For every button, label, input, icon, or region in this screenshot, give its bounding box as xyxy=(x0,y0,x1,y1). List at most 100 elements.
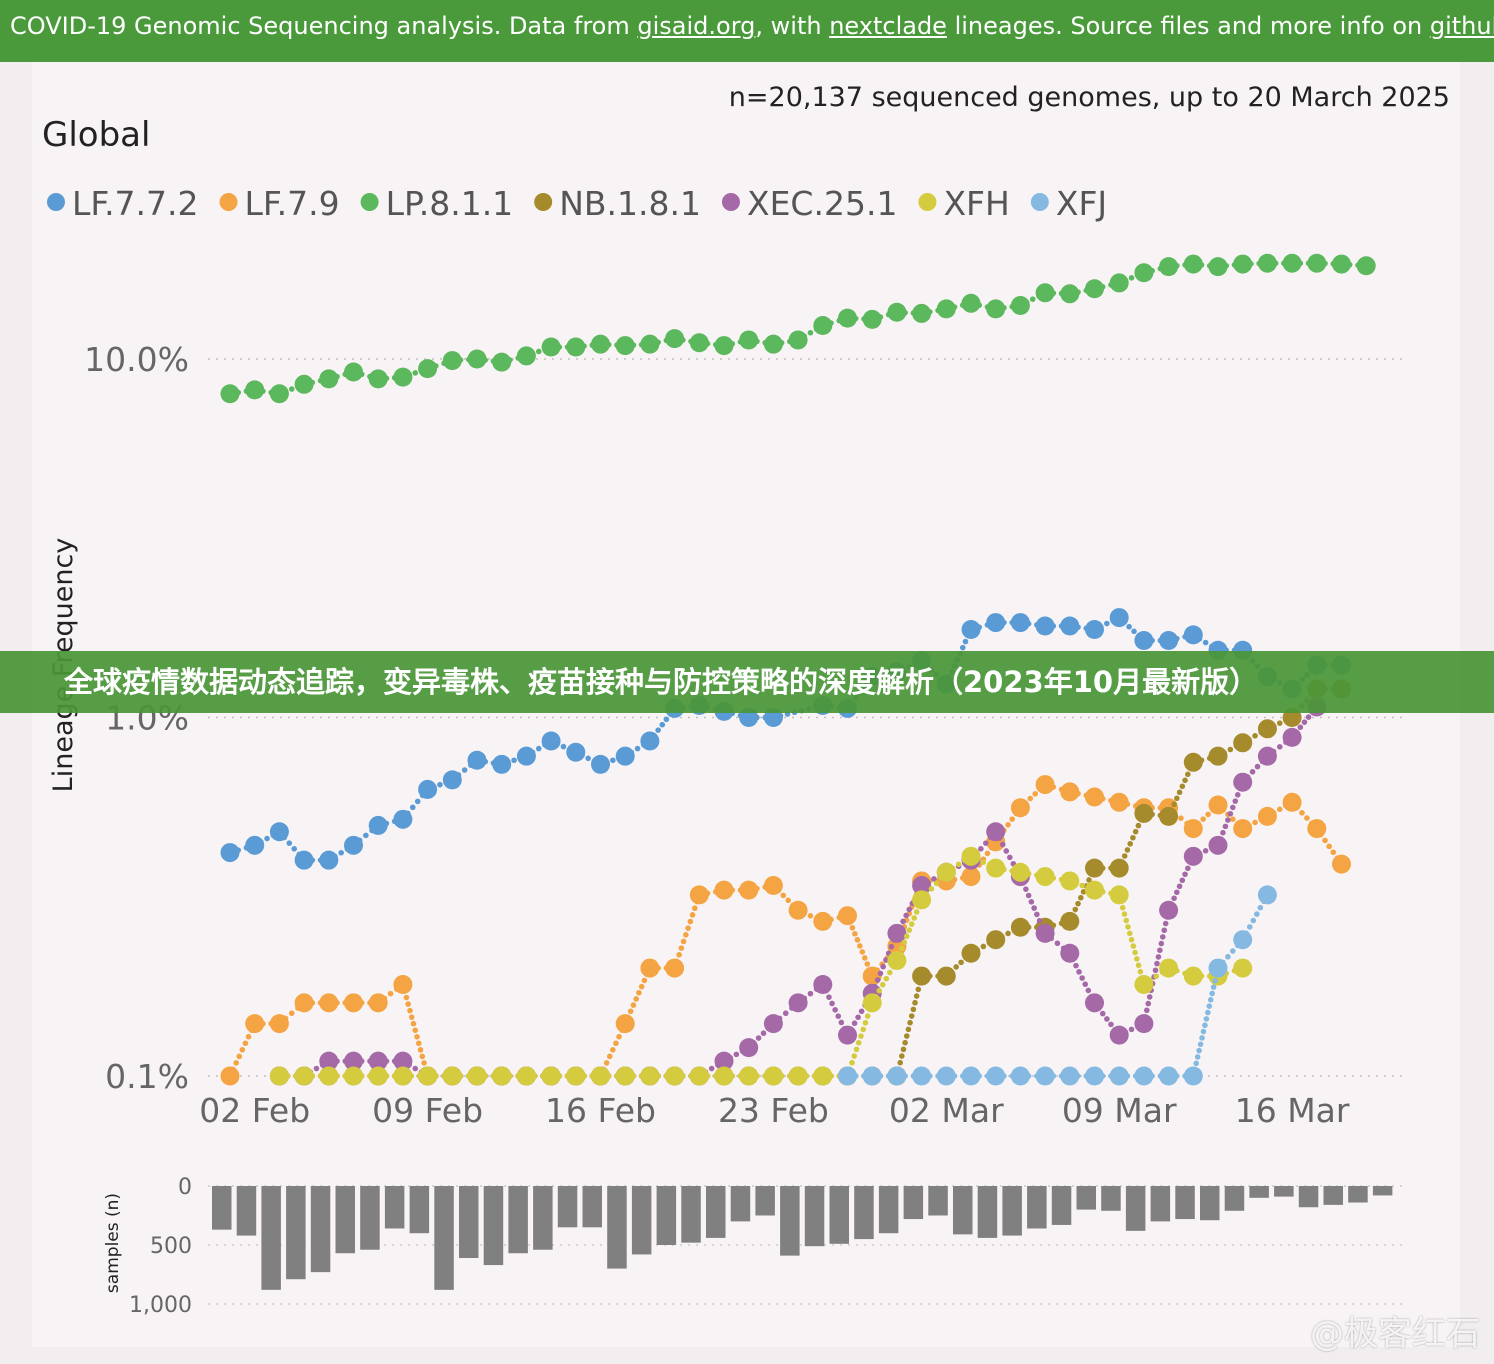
legend-label-2: LP.8.1.1 xyxy=(386,184,514,223)
point-LP.8.1.1-10 xyxy=(467,349,487,369)
connector-dot xyxy=(636,989,642,996)
legend-label-0: LF.7.7.2 xyxy=(72,184,199,223)
connector-dot xyxy=(1257,904,1264,911)
legend-marker-1 xyxy=(219,193,238,211)
connector-dot xyxy=(387,990,394,997)
series-LF.7.7.2 xyxy=(220,608,1351,870)
connector-dot xyxy=(859,949,866,955)
point-LP.8.1.1-32 xyxy=(1010,296,1030,316)
point-LP.8.1.1-20 xyxy=(714,336,734,356)
samples-bar-15 xyxy=(582,1186,602,1228)
samples-bar-21 xyxy=(730,1186,751,1222)
point-XFH-6 xyxy=(368,1066,388,1086)
point-XFH-3 xyxy=(294,1066,314,1086)
point-XFJ-39 xyxy=(1183,1066,1203,1086)
connector-dot xyxy=(1145,1000,1152,1007)
point-XFH-28 xyxy=(912,890,932,910)
connector-dot xyxy=(1153,973,1160,980)
connector-dot xyxy=(907,1019,913,1026)
point-LF.7.9-2 xyxy=(269,1014,289,1034)
point-XEC.25.1-27 xyxy=(887,923,907,943)
samples-tick-label-0: 0 xyxy=(178,1175,192,1200)
connector-dot xyxy=(1124,847,1131,853)
connector-dot xyxy=(535,348,542,355)
point-XFH-9 xyxy=(442,1066,462,1086)
point-XFH-29 xyxy=(936,862,956,882)
connector-dot xyxy=(1086,877,1092,883)
x-tick-label-3: 23 Feb xyxy=(718,1091,829,1130)
connector-dot xyxy=(733,1051,740,1058)
chart-title: Global xyxy=(42,115,150,155)
point-LF.7.7.2-34 xyxy=(1060,616,1080,636)
chart-legend: LF.7.7.2 LF.7.9 LP.8.1.1 NB.1.8.1 XEC.25.1 XF… xyxy=(47,184,1107,223)
point-XFJ-27 xyxy=(887,1066,907,1086)
connector-dot xyxy=(613,1040,619,1047)
connector-dot xyxy=(862,1019,869,1026)
connector-dot xyxy=(785,897,792,904)
connector-dot xyxy=(616,1033,622,1040)
github-link[interactable]: github xyxy=(1429,12,1494,40)
samples-bar-25 xyxy=(829,1186,849,1244)
connector-dot xyxy=(1254,911,1260,917)
point-LF.7.9-6 xyxy=(368,993,388,1013)
point-LP.8.1.1-28 xyxy=(912,303,932,323)
connector-dot xyxy=(1225,953,1231,960)
samples-bar-12 xyxy=(508,1186,528,1254)
point-NB.1.8.1-41 xyxy=(1233,733,1253,753)
point-LF.7.7.2-1 xyxy=(245,835,265,855)
connector-dot xyxy=(412,1027,419,1034)
point-LF.7.7.2-14 xyxy=(566,742,586,762)
connector-dot xyxy=(883,975,890,982)
point-LF.7.9-34 xyxy=(1060,782,1080,802)
connector-dot xyxy=(1134,956,1140,962)
connector-dot xyxy=(610,757,616,764)
samples-bar-1 xyxy=(236,1186,257,1236)
point-LP.8.1.1-30 xyxy=(961,293,981,313)
connector-dot xyxy=(755,1035,762,1041)
samples-bar-38 xyxy=(1150,1186,1171,1222)
point-LP.8.1.1-17 xyxy=(640,334,660,354)
connector-dot xyxy=(655,727,661,733)
point-LP.8.1.1-44 xyxy=(1307,253,1327,273)
point-LF.7.9-19 xyxy=(689,885,709,905)
point-LF.7.7.2-5 xyxy=(344,835,363,855)
connector-dot xyxy=(634,745,641,752)
gisaid-link[interactable]: gisaid.org xyxy=(637,12,756,40)
point-XFJ-33 xyxy=(1035,1066,1055,1086)
connector-dot xyxy=(983,840,989,846)
point-XEC.25.1-40 xyxy=(1208,835,1228,855)
x-tick-label-5: 09 Mar xyxy=(1062,1091,1177,1130)
point-LF.7.7.2-0 xyxy=(220,843,240,863)
point-LF.7.7.2-30 xyxy=(961,619,981,639)
samples-bar-22 xyxy=(755,1186,775,1216)
point-NB.1.8.1-42 xyxy=(1257,719,1277,739)
point-LP.8.1.1-22 xyxy=(763,334,783,354)
samples-bar-32 xyxy=(1002,1186,1022,1236)
connector-dot xyxy=(461,767,468,773)
point-XFH-36 xyxy=(1109,885,1129,905)
point-LP.8.1.1-33 xyxy=(1035,283,1055,303)
connector-dot xyxy=(903,1033,910,1039)
point-NB.1.8.1-39 xyxy=(1183,752,1203,772)
headline-overlay: 全球疫情数据动态追踪，变异毒株、疫苗接种与防控策略的深度解析（2023年10月最… xyxy=(0,651,1494,713)
connector-dot xyxy=(1154,960,1160,967)
point-LF.7.7.2-12 xyxy=(516,746,536,766)
point-LP.8.1.1-18 xyxy=(665,329,685,349)
samples-bar-24 xyxy=(804,1186,825,1247)
series-layer xyxy=(220,253,1376,1086)
point-LP.8.1.1-38 xyxy=(1159,257,1179,277)
series-XEC.25.1 xyxy=(269,697,1327,1086)
samples-bar-28 xyxy=(903,1186,924,1220)
connector-dot xyxy=(409,804,416,811)
connector-dot xyxy=(1326,843,1332,850)
nextclade-link[interactable]: nextclade xyxy=(829,12,947,40)
connector-dot xyxy=(864,961,871,967)
point-LF.7.7.2-7 xyxy=(393,809,413,829)
samples-y-axis: 0 500 1,000 xyxy=(129,1175,192,1318)
connector-dot xyxy=(1179,783,1186,790)
connector-dot xyxy=(511,757,517,764)
point-LP.8.1.1-29 xyxy=(936,299,956,319)
connector-dot xyxy=(233,1060,239,1066)
legend-marker-6 xyxy=(1030,193,1049,211)
connector-dot xyxy=(417,1047,424,1053)
